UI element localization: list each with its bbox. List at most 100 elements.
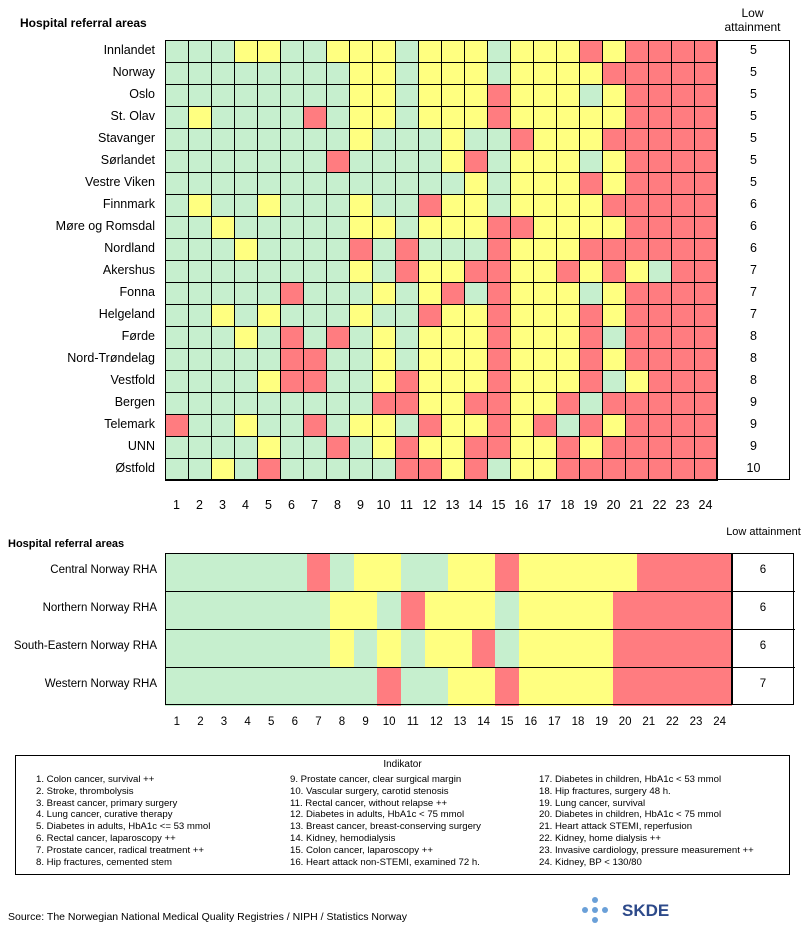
column-label: 10 bbox=[376, 498, 391, 512]
heatmap-cell bbox=[602, 150, 626, 173]
column-label: 23 bbox=[689, 716, 703, 728]
heatmap-cell bbox=[464, 304, 488, 327]
legend-item: 10. Vascular surgery, carotid stenosis bbox=[290, 785, 449, 797]
heatmap-cell bbox=[188, 238, 212, 261]
heatmap-cell bbox=[533, 84, 557, 107]
heatmap-cell bbox=[487, 216, 511, 239]
heatmap-cell bbox=[510, 414, 534, 437]
heatmap-cell bbox=[533, 260, 557, 283]
heatmap-cell bbox=[648, 238, 672, 261]
heatmap-cell bbox=[303, 260, 327, 283]
heatmap-cell bbox=[441, 458, 465, 481]
logo-dot bbox=[602, 907, 608, 913]
legend-item: 24. Kidney, BP < 130/80 bbox=[539, 856, 642, 868]
heatmap-cell bbox=[280, 194, 304, 217]
heatmap-cell bbox=[441, 348, 465, 371]
heatmap-cell bbox=[165, 458, 189, 481]
heatmap-cell bbox=[326, 84, 350, 107]
heatmap-cell bbox=[510, 348, 534, 371]
heatmap-cell bbox=[211, 216, 235, 239]
heatmap-cell bbox=[519, 591, 544, 630]
heatmap-cell bbox=[648, 282, 672, 305]
column-label: 10 bbox=[382, 716, 396, 728]
heatmap-cell bbox=[326, 282, 350, 305]
heatmap-cell bbox=[464, 392, 488, 415]
heatmap-cell bbox=[349, 304, 373, 327]
heatmap-cell bbox=[326, 348, 350, 371]
heatmap-cell bbox=[326, 150, 350, 173]
heatmap-cell bbox=[212, 629, 237, 668]
logo-dot bbox=[592, 907, 598, 913]
heatmap-cell bbox=[211, 62, 235, 85]
legend-item: 11. Rectal cancer, without relapse ++ bbox=[290, 797, 448, 809]
heatmap-cell bbox=[441, 260, 465, 283]
heatmap-cell bbox=[326, 128, 350, 151]
heatmap-cell bbox=[303, 326, 327, 349]
row-label: Østfold bbox=[115, 461, 155, 475]
low-attainment-value: 6 bbox=[750, 197, 757, 211]
low-attainment-value: 5 bbox=[750, 43, 757, 57]
heatmap-cell bbox=[648, 370, 672, 393]
heatmap-cell bbox=[211, 436, 235, 459]
column-label: 20 bbox=[606, 498, 621, 512]
heatmap-cell bbox=[303, 172, 327, 195]
heatmap-cell bbox=[330, 591, 355, 630]
heatmap-cell bbox=[566, 553, 591, 592]
heatmap-cell bbox=[625, 150, 649, 173]
heatmap-cell bbox=[211, 348, 235, 371]
column-label: 12 bbox=[422, 498, 437, 512]
heatmap-cell bbox=[326, 414, 350, 437]
heatmap-cell bbox=[372, 128, 396, 151]
column-label: 18 bbox=[560, 498, 575, 512]
column-label: 13 bbox=[445, 498, 460, 512]
heatmap-cell bbox=[280, 172, 304, 195]
heatmap-cell bbox=[349, 106, 373, 129]
heatmap-cell bbox=[234, 348, 258, 371]
heatmap-cell bbox=[671, 326, 695, 349]
column-label: 2 bbox=[196, 498, 203, 512]
heatmap-cell bbox=[602, 128, 626, 151]
heatmap-cell bbox=[684, 667, 709, 706]
column-label: 21 bbox=[642, 716, 656, 728]
heatmap-cell bbox=[418, 62, 442, 85]
heatmap-cell bbox=[188, 348, 212, 371]
heatmap-cell bbox=[234, 194, 258, 217]
low-attainment-value: 5 bbox=[750, 109, 757, 123]
heatmap-cell bbox=[556, 40, 580, 63]
heatmap-cell bbox=[589, 667, 615, 706]
row-separator bbox=[165, 629, 796, 630]
heatmap-cell bbox=[303, 370, 327, 393]
heatmap-cell bbox=[234, 260, 258, 283]
heatmap-cell bbox=[602, 172, 626, 195]
heatmap-cell bbox=[235, 629, 261, 668]
heatmap-cell bbox=[395, 392, 419, 415]
heatmap-cell bbox=[602, 304, 626, 327]
heatmap-cell bbox=[533, 238, 557, 261]
heatmap-cell bbox=[257, 238, 281, 261]
heatmap-cell bbox=[395, 106, 419, 129]
low-attainment-value: 5 bbox=[750, 153, 757, 167]
heatmap-cell bbox=[303, 128, 327, 151]
heatmap-cell bbox=[648, 436, 672, 459]
heatmap-cell bbox=[533, 62, 557, 85]
heatmap-cell bbox=[694, 304, 718, 327]
heatmap-cell bbox=[165, 282, 189, 305]
heatmap-cell bbox=[533, 128, 557, 151]
heatmap-cell bbox=[533, 392, 557, 415]
row-label: Vestre Viken bbox=[85, 175, 155, 189]
heatmap-cell bbox=[349, 414, 373, 437]
row-label: Vestfold bbox=[110, 373, 155, 387]
heatmap-cell bbox=[211, 414, 235, 437]
heatmap-cell bbox=[349, 40, 373, 63]
heatmap-cell bbox=[602, 40, 626, 63]
column-label: 16 bbox=[524, 716, 538, 728]
heatmap-cell bbox=[424, 591, 450, 630]
heatmap-cell bbox=[471, 667, 497, 706]
heatmap-cell bbox=[648, 458, 672, 481]
heatmap-cell bbox=[211, 238, 235, 261]
heatmap-cell bbox=[280, 392, 304, 415]
heatmap-cell bbox=[487, 414, 511, 437]
low-attainment-value: 6 bbox=[750, 219, 757, 233]
heatmap-cell bbox=[165, 414, 189, 437]
heatmap-cell bbox=[556, 370, 580, 393]
